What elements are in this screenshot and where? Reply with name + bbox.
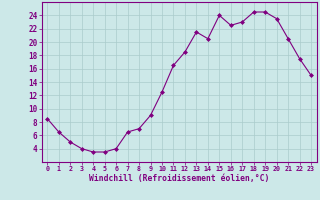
X-axis label: Windchill (Refroidissement éolien,°C): Windchill (Refroidissement éolien,°C): [89, 174, 269, 183]
